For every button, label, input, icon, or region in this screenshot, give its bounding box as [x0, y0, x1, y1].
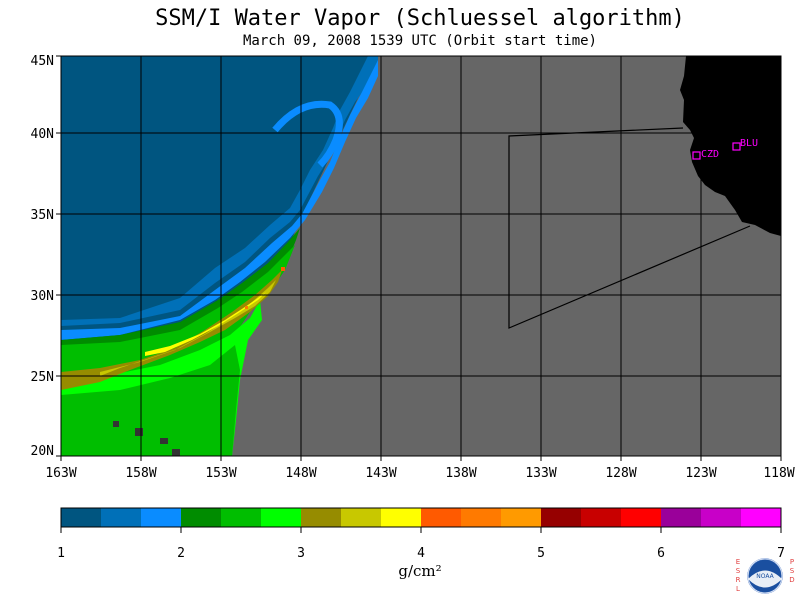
colorbar-tick-label: 6	[657, 546, 665, 561]
lon-label-133w: 133W	[525, 466, 556, 481]
lat-label-45n: 45N	[31, 54, 54, 69]
colorbar-swatch	[381, 508, 422, 527]
lat-label-40n: 40N	[31, 127, 54, 142]
domain-outline	[508, 127, 751, 329]
swath-band-low	[61, 56, 378, 326]
colorbar-swatch	[261, 508, 302, 527]
map-title: SSM/I Water Vapor (Schluessel algorithm)	[155, 6, 685, 31]
colorbar-unit-label: g/cm²	[398, 562, 442, 580]
station-blu	[732, 142, 741, 151]
swath-band-high-2	[61, 345, 240, 456]
colorbar-swatch	[581, 508, 622, 527]
colorbar-tick-label: 3	[297, 546, 305, 561]
colorbar-swatch	[501, 508, 542, 527]
lon-label-153w: 153W	[205, 466, 236, 481]
island-pixel	[135, 428, 143, 436]
lon-label-123w: 123W	[685, 466, 716, 481]
logo-center-text: NOAA	[756, 573, 774, 580]
colorbar-swatch	[181, 508, 222, 527]
lat-label-35n: 35N	[31, 208, 54, 223]
lat-label-30n: 30N	[31, 289, 54, 304]
lat-label-20n: 20N	[31, 444, 54, 459]
axis-ticks	[56, 55, 782, 461]
colorbar-swatch	[541, 508, 582, 527]
colorbar-tick-label: 1	[57, 546, 65, 561]
swath-band-low-mid	[272, 100, 343, 168]
lon-label-118w: 118W	[763, 466, 794, 481]
colorbar-tick-label: 7	[777, 546, 785, 561]
lon-label-163w: 163W	[45, 466, 76, 481]
swath-high-value-pixel	[281, 267, 285, 271]
colorbar	[60, 507, 782, 528]
swath-band-mid-high	[61, 245, 295, 400]
station-label-czd: CZD	[701, 149, 719, 160]
map-plot-area	[61, 56, 781, 456]
lon-label-128w: 128W	[605, 466, 636, 481]
colorbar-swatch	[741, 508, 782, 527]
lon-label-148w: 148W	[285, 466, 316, 481]
colorbar-swatch	[301, 508, 342, 527]
station-czd	[692, 151, 701, 160]
swath-band-mid-blue	[61, 60, 378, 340]
colorbar-tick-label: 5	[537, 546, 545, 561]
colorbar-swatch	[221, 508, 262, 527]
station-label-blu: BLU	[740, 138, 758, 149]
swath-high-value-pixel	[245, 306, 248, 309]
colorbar-tick-label: 4	[417, 546, 425, 561]
colorbar-swatch	[701, 508, 742, 527]
colorbar-ticks: 1 2 3 4 5 6 7	[57, 527, 785, 561]
colorbar-swatch	[141, 508, 182, 527]
lon-label-138w: 138W	[445, 466, 476, 481]
land-mass	[680, 56, 781, 236]
swath-band-olive	[61, 270, 282, 390]
lon-label-143w: 143W	[365, 466, 396, 481]
island-pixel	[172, 449, 180, 456]
colorbar-swatch	[341, 508, 382, 527]
colorbar-swatch	[61, 508, 102, 527]
colorbar-swatch	[621, 508, 662, 527]
lon-label-158w: 158W	[125, 466, 156, 481]
colorbar-tick-label: 2	[177, 546, 185, 561]
colorbar-swatch	[661, 508, 702, 527]
lat-label-25n: 25N	[31, 370, 54, 385]
map-subtitle: March 09, 2008 1539 UTC (Orbit start tim…	[242, 33, 597, 49]
colorbar-swatch	[461, 508, 502, 527]
map-frame	[60, 55, 782, 457]
colorbar-swatch	[421, 508, 462, 527]
island-pixel	[160, 438, 168, 444]
colorbar-swatch	[101, 508, 142, 527]
island-pixel	[113, 421, 119, 427]
lat-lon-grid	[61, 56, 781, 456]
swath-band-yellow	[145, 292, 266, 356]
